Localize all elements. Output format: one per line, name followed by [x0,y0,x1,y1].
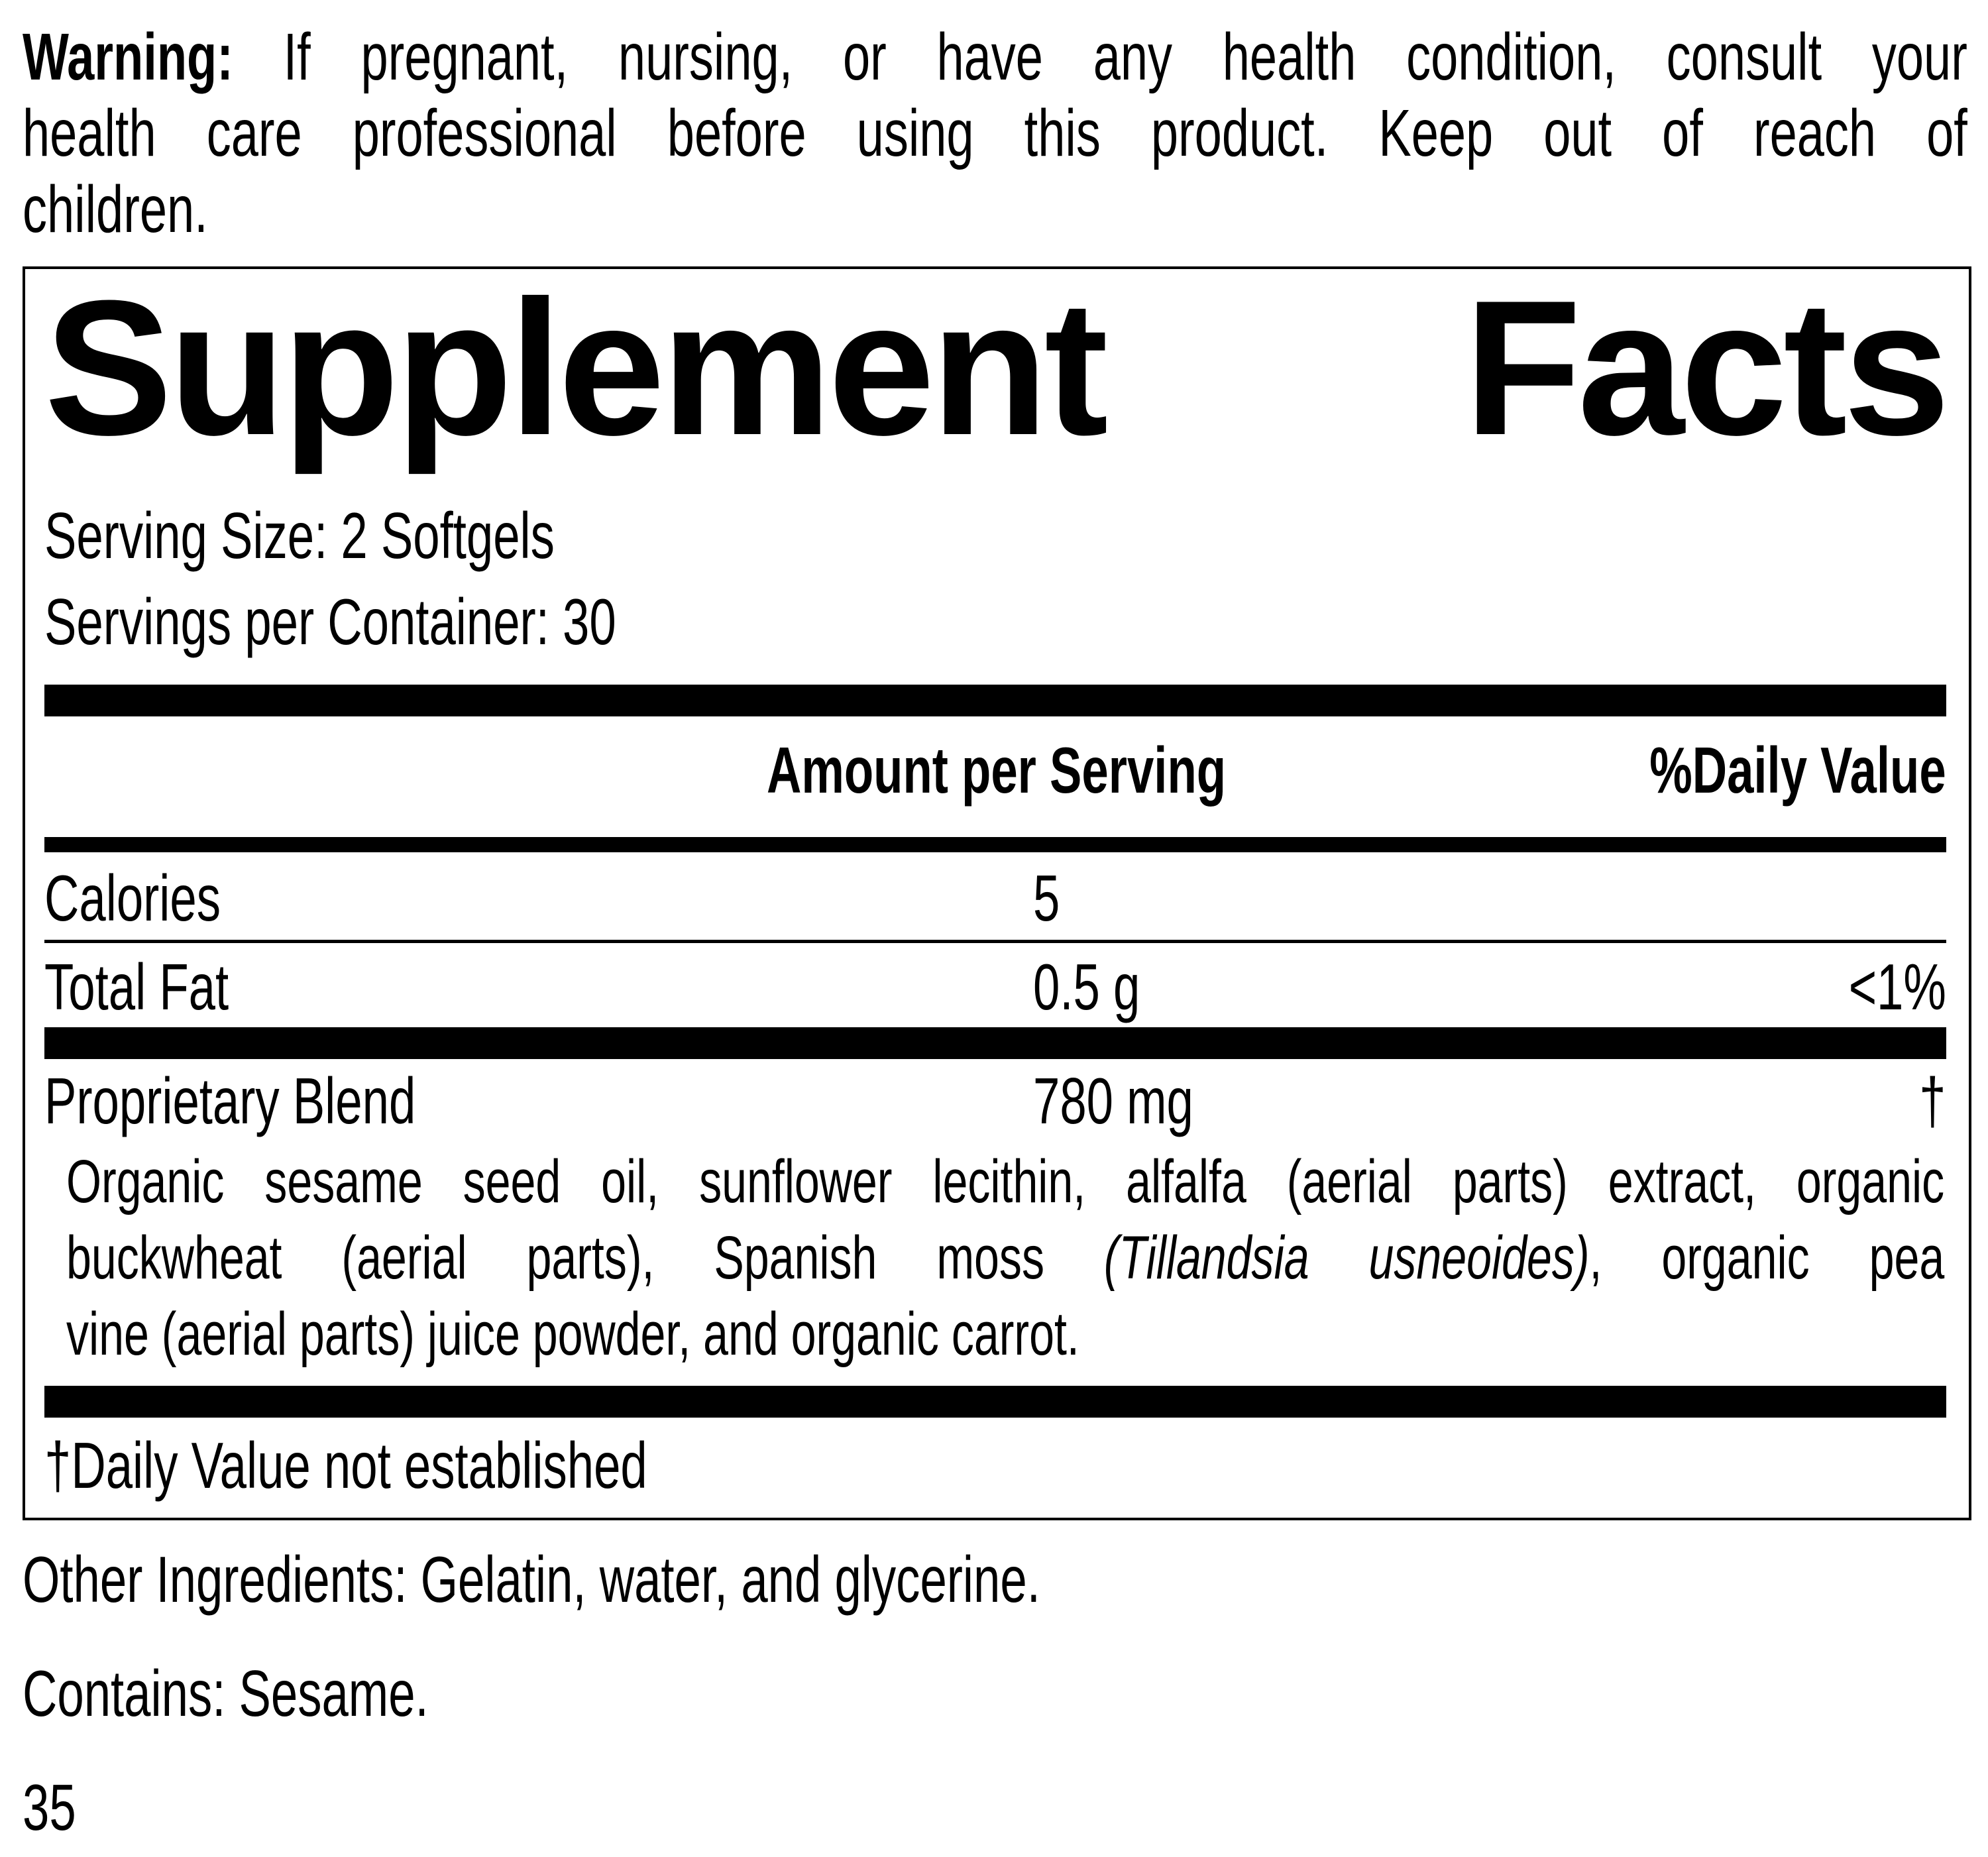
row-blend-dv: † [1919,1064,1946,1137]
row-calories-amount: 5 [1033,862,1060,934]
panel-title: Supplement Facts [44,260,1950,475]
thick-divider [44,1027,1946,1059]
allergen-statement: Contains: Sesame. [23,1657,429,1730]
row-total-fat-name: Total Fat [44,950,229,1023]
row-total-fat-dv: <1% [1848,950,1946,1023]
warning-label: Warning: [23,20,233,94]
row-blend-name: Proprietary Blend [44,1064,416,1137]
title-word-1: Supplement [44,260,1109,475]
blend-ingredients-line-2: buckwheat (aerial parts), Spanish moss (… [66,1227,1944,1288]
blend-ingredients-line-3: vine (aerial parts) juice powder, and or… [66,1300,1079,1368]
warning-line-2: health care professional before using th… [23,96,1967,170]
blend-text: , organic pea [1589,1224,1945,1292]
warning-line-1: Warning: If pregnant, nursing, or have a… [23,24,1967,90]
supplement-facts-panel [23,266,1971,1520]
dv-header: %Daily Value [1649,734,1946,807]
blend-text: buckwheat (aerial parts), Spanish moss [66,1224,1104,1292]
serving-size: Serving Size: 2 Softgels [44,499,555,572]
page-number: 35 [23,1771,76,1844]
amount-header: Amount per Serving [767,734,1227,807]
row-blend-amount: 780 mg [1033,1064,1193,1137]
blend-ingredients-line-1: Organic sesame seed oil, sunflower lecit… [66,1148,1945,1215]
row-calories-name: Calories [44,862,221,934]
warning-text: If pregnant, nursing, or have any health… [233,20,1967,94]
thick-divider [44,685,1946,716]
row-total-fat-amount: 0.5 g [1033,950,1140,1023]
warning-line-3: children. [23,172,208,247]
thick-divider [44,1386,1946,1418]
title-word-2: Facts [1464,260,1950,475]
other-ingredients: Other Ingredients: Gelatin, water, and g… [23,1543,1040,1616]
servings-per-container: Servings per Container: 30 [44,585,616,658]
medium-divider [44,837,1946,852]
footnote: †Daily Value not established [44,1429,647,1502]
thin-divider [44,940,1946,943]
botanical-name: (Tillandsia usneoides) [1103,1224,1590,1292]
